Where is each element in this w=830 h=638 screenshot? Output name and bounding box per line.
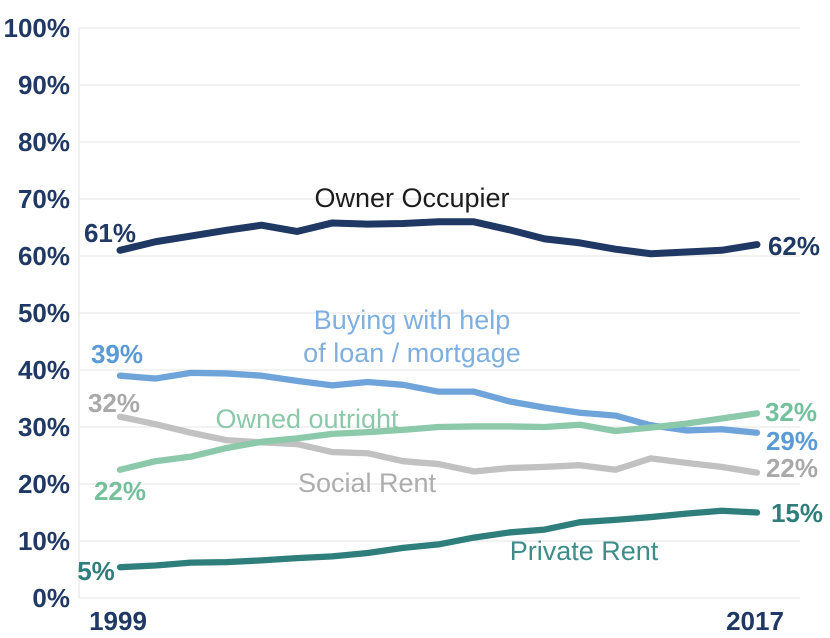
series-line-private-rent [116,507,761,571]
series-name-label-private-rent: Private Rent [510,536,659,566]
y-axis-tick-label: 10% [18,526,70,556]
y-axis-tick-label: 70% [18,184,70,214]
y-axis-tick-label: 90% [18,70,70,100]
series-line-owned-outright [116,410,761,473]
y-axis-tick-label: 30% [18,412,70,442]
series-name-label-social-rent: Social Rent [298,468,437,498]
y-axis-tick-label: 100% [4,13,71,43]
series-name-label-buying-with-help-of-loan-mortgage: Buying with help [314,305,511,335]
series-name-label-buying-with-help-of-loan-mortgage: of loan / mortgage [303,338,521,368]
end-value-label-private-rent: 15% [771,498,823,528]
start-value-label-buying-with-help-of-loan-mortgage: 39% [91,339,143,369]
start-value-label-social-rent: 32% [88,388,140,418]
start-value-label-owned-outright: 22% [94,476,146,506]
start-value-label-owner-occupier: 61% [84,218,136,248]
y-axis-tick-label: 0% [32,583,70,613]
y-axis-tick-label: 40% [18,355,70,385]
end-value-label-owned-outright: 32% [765,397,817,427]
end-value-label-social-rent: 22% [766,453,818,483]
y-axis-tick-label: 60% [18,241,70,271]
series-name-label-owned-outright: Owned outright [215,404,399,434]
start-value-label-private-rent: 5% [77,556,115,586]
y-axis-tick-label: 50% [18,298,70,328]
series-line-social-rent [116,413,761,476]
y-axis-tick-label: 80% [18,127,70,157]
x-axis-tick-label: 1999 [89,606,147,636]
y-axis-tick-label: 20% [18,469,70,499]
series-name-label-owner-occupier: Owner Occupier [314,183,509,213]
series-line-owner-occupier [116,218,761,258]
end-value-label-buying-with-help-of-loan-mortgage: 29% [766,426,818,456]
x-axis-tick-label: 2017 [726,606,784,636]
end-value-label-owner-occupier: 62% [768,231,820,261]
